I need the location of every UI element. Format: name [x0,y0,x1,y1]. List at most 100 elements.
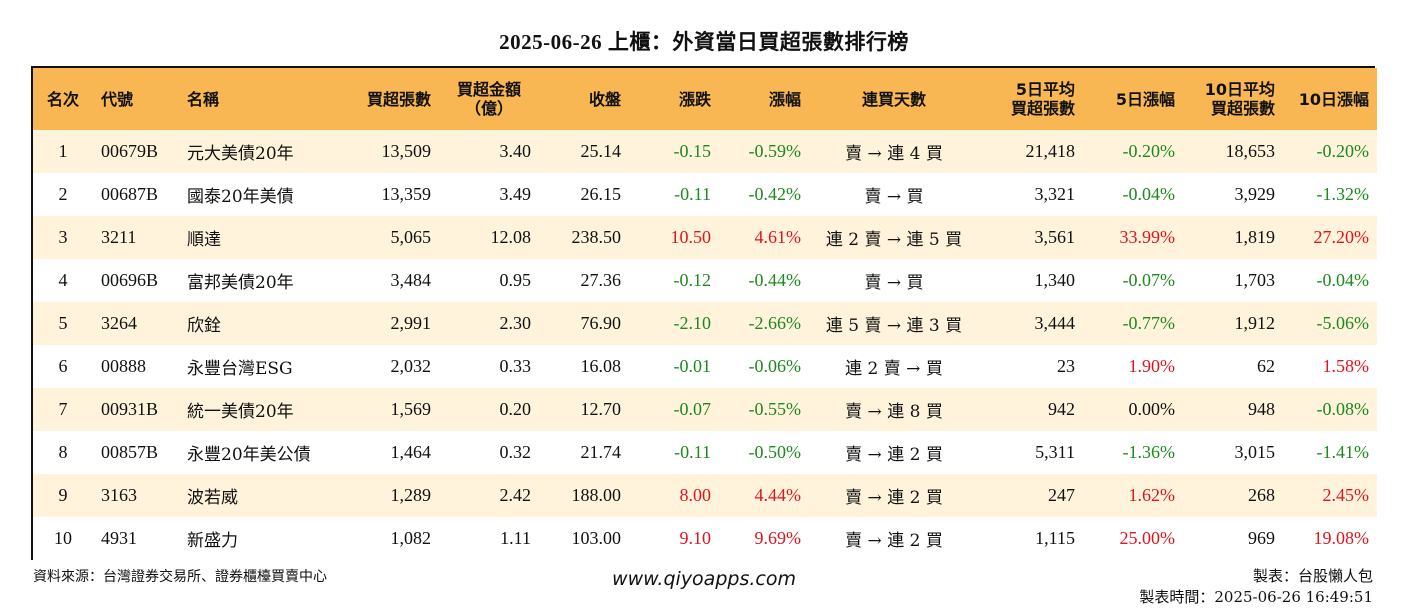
table-row: 8 00857B 永豐20年美公債 1,464 0.32 21.74 -0.11 -0.50%… [33,431,1377,474]
rank-cell: 5 [58,313,68,333]
rank-cell: 4 [58,270,68,290]
pct5-cell: -1.36% [1122,442,1176,462]
avg5-cell: 3,561 [1034,227,1076,247]
amount-cell: 2.42 [499,485,532,505]
header-close: 收盤 [588,89,621,109]
close-cell: 103.00 [571,528,622,548]
website-link[interactable]: www.qiyoapps.com [612,568,796,590]
pct10-cell: 1.58% [1322,356,1370,376]
table-row: 9 3163 波若威 1,289 2.42 188.00 8.00 4.44% 賣 → 連 2 … [33,474,1377,517]
avg5-cell: 23 [1057,356,1075,376]
pct10-cell: -5.06% [1316,313,1370,333]
pct10-cell: 2.45% [1322,485,1370,505]
header-change-pct: 漲幅 [768,89,801,109]
stock-name-cell: 順達 [187,230,221,250]
change-cell: -0.11 [674,442,711,462]
pct5-cell: 1.90% [1128,356,1176,376]
header-pct5: 5日漲幅 [1115,89,1175,109]
stock-name-cell: 富邦美債20年 [187,273,294,293]
pct5-cell: -0.20% [1122,141,1176,161]
avg5-cell: 21,418 [1025,141,1076,161]
change-cell: -0.12 [673,270,712,290]
streak-cell: 連 2 賣 → 買 [845,359,943,379]
amount-cell: 1.11 [500,528,531,548]
stock-name-cell: 統一美債20年 [187,402,294,422]
table-row: 3 3211 順達 5,065 12.08 238.50 10.50 4.61% 連 2 賣 →… [33,216,1377,259]
streak-cell: 賣 → 連 2 買 [845,488,943,508]
table-row: 2 00687B 國泰20年美債 13,359 3.49 26.15 -0.11 -0.42%… [33,173,1377,216]
change-pct-cell: -0.50% [748,442,802,462]
avg10-cell: 3,929 [1234,184,1276,204]
stock-name-cell: 國泰20年美債 [187,187,294,207]
change-cell: -0.15 [673,141,712,161]
net-buy-cell: 2,991 [390,313,432,333]
change-cell: 9.10 [679,528,712,548]
net-buy-cell: 1,464 [390,442,432,462]
made-time-note: 製表時間：2025-06-26 16:49:51 [1139,588,1373,606]
footer-credits: 製表：台股懶人包 製表時間：2025-06-26 16:49:51 [1139,566,1373,608]
stock-name-cell: 元大美債20年 [187,144,294,164]
code-cell: 4931 [101,528,137,548]
pct10-cell: 27.20% [1313,227,1370,247]
change-cell: -0.01 [673,356,712,376]
streak-cell: 賣 → 連 4 買 [845,144,943,164]
change-pct-cell: -0.59% [748,141,802,161]
close-cell: 188.00 [571,485,622,505]
close-cell: 16.08 [580,356,622,376]
pct10-cell: 19.08% [1313,528,1370,548]
change-pct-cell: 9.69% [754,528,802,548]
avg10-cell: 1,912 [1234,313,1276,333]
rank-cell: 6 [58,356,68,376]
avg10-cell: 62 [1257,356,1275,376]
amount-cell: 0.32 [499,442,532,462]
header-streak: 連買天數 [861,89,926,109]
change-pct-cell: -0.55% [748,399,802,419]
code-cell: 00679B [101,141,159,161]
amount-cell: 0.20 [499,399,532,419]
amount-cell: 12.08 [490,227,532,247]
close-cell: 76.90 [580,313,622,333]
avg5-cell: 5,311 [1035,442,1075,462]
pct10-cell: -1.41% [1316,442,1370,462]
net-buy-cell: 5,065 [390,227,432,247]
pct10-cell: -1.32% [1316,184,1370,204]
streak-cell: 連 5 賣 → 連 3 買 [825,316,963,336]
ranking-table-container: 名次 代號 名稱 買超張數 買超金額 （億） 收盤 漲跌 漲幅 連買天數 5日平均 買超張數 5日漲幅 1… [31,66,1377,560]
rank-cell: 8 [58,442,68,462]
header-avg10: 10日平均 買超張數 [1204,80,1275,118]
avg5-cell: 3,321 [1034,184,1076,204]
data-source-note: 資料來源：台灣證券交易所、證券櫃檯買賣中心 [33,569,327,585]
pct10-cell: -0.20% [1316,141,1370,161]
table-row: 4 00696B 富邦美債20年 3,484 0.95 27.36 -0.12 -0.44% 賣… [33,259,1377,302]
avg10-cell: 1,703 [1234,270,1276,290]
avg5-cell: 942 [1048,399,1075,419]
avg5-cell: 3,444 [1034,313,1076,333]
table-row: 5 3264 欣銓 2,991 2.30 76.90 -2.10 -2.66% 連 5 賣 → … [33,302,1377,345]
pct5-cell: -0.04% [1122,184,1176,204]
change-cell: -0.07 [673,399,712,419]
amount-cell: 0.95 [499,270,532,290]
net-buy-cell: 13,359 [381,184,432,204]
amount-cell: 3.49 [499,184,532,204]
pct5-cell: 1.62% [1128,485,1176,505]
avg10-cell: 3,015 [1234,442,1276,462]
code-cell: 3264 [101,313,137,333]
code-cell: 3211 [101,227,137,247]
close-cell: 27.36 [580,270,622,290]
stock-name-cell: 永豐台灣ESG [187,359,293,379]
header-name: 名稱 [187,89,220,109]
header-rank: 名次 [46,89,79,109]
amount-cell: 3.40 [499,141,532,161]
close-cell: 26.15 [580,184,622,204]
close-cell: 12.70 [580,399,622,419]
header-change: 漲跌 [678,89,711,109]
net-buy-cell: 1,569 [390,399,432,419]
author-note: 製表：台股懶人包 [1252,567,1373,585]
pct5-cell: -0.07% [1122,270,1176,290]
net-buy-cell: 1,082 [390,528,432,548]
stock-name-cell: 新盛力 [187,531,238,551]
rank-cell: 1 [58,141,68,161]
avg10-cell: 268 [1248,485,1275,505]
pct10-cell: -0.04% [1316,270,1370,290]
change-cell: 10.50 [670,227,712,247]
